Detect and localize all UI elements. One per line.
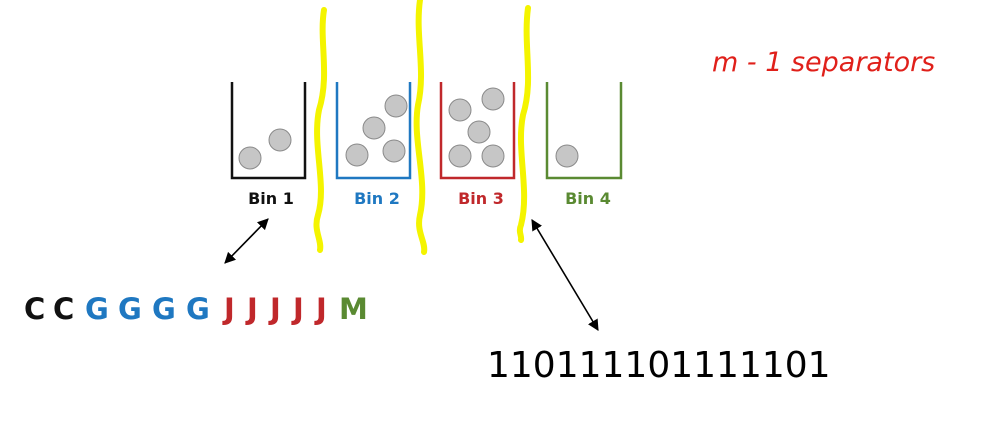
bin-3-container — [439, 82, 516, 180]
letter: J — [314, 292, 327, 326]
separator-line-1 — [313, 7, 328, 253]
separator-line-3 — [516, 5, 532, 243]
separators-note: m - 1 separators — [712, 47, 935, 78]
ball — [481, 87, 505, 111]
ball — [238, 146, 262, 170]
ball — [345, 143, 369, 167]
bin-2-label: Bin 2 — [354, 189, 400, 208]
letter: J — [245, 292, 258, 326]
ball — [362, 116, 386, 140]
separators — [313, 0, 532, 255]
letter: G — [152, 292, 176, 326]
ball — [481, 144, 505, 168]
ball — [448, 144, 472, 168]
ball — [467, 120, 491, 144]
letter: J — [268, 292, 281, 326]
separator-line-2 — [413, 0, 428, 255]
bin-4-label: Bin 4 — [565, 189, 611, 208]
ball — [268, 128, 292, 152]
bin-2: Bin 2 — [335, 82, 412, 208]
bin-3-label: Bin 3 — [458, 189, 504, 208]
bins: Bin 1 Bin 2 Bin 3 Bin 4 — [230, 82, 623, 208]
letter: J — [222, 292, 235, 326]
letter: J — [291, 292, 304, 326]
bin-to-letters-arrow — [224, 218, 269, 264]
bin-1-container — [230, 82, 307, 180]
bin-4-container — [545, 82, 623, 180]
ball — [384, 94, 408, 118]
letter: C — [24, 292, 45, 326]
ball — [448, 98, 472, 122]
letter: G — [118, 292, 142, 326]
ball — [555, 144, 579, 168]
ball — [382, 139, 406, 163]
letter: G — [85, 292, 109, 326]
bin-4: Bin 4 — [545, 82, 623, 208]
letter: G — [186, 292, 210, 326]
bin-2-container — [335, 82, 412, 180]
letter: M — [339, 292, 368, 326]
bin-1: Bin 1 — [230, 82, 307, 208]
letter-sequence: C C G G G G J J J J J M — [24, 292, 368, 326]
bin-3: Bin 3 — [439, 82, 516, 208]
binary-string: 110111101111101 — [487, 345, 831, 386]
letter: C — [53, 292, 74, 326]
separator-to-binary-arrow — [531, 219, 599, 331]
bin-1-label: Bin 1 — [248, 189, 294, 208]
